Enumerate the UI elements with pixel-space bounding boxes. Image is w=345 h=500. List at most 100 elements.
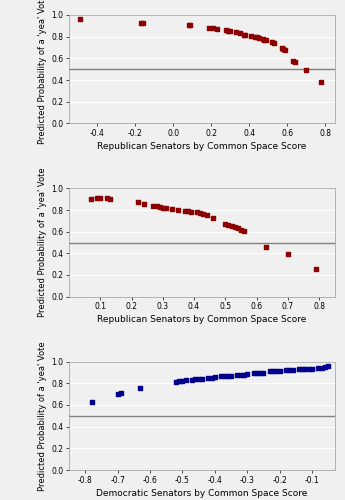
Point bbox=[287, 366, 292, 374]
Point bbox=[210, 214, 216, 222]
Point bbox=[238, 370, 244, 378]
X-axis label: Democratic Senators by Common Space Score: Democratic Senators by Common Space Scor… bbox=[96, 488, 307, 498]
Point bbox=[296, 365, 302, 373]
Point bbox=[271, 39, 277, 47]
Point bbox=[89, 398, 95, 406]
Point bbox=[201, 210, 206, 218]
Point bbox=[228, 27, 233, 35]
Point bbox=[257, 368, 263, 376]
Point bbox=[241, 226, 247, 234]
Point bbox=[135, 198, 140, 206]
Point bbox=[212, 373, 218, 381]
Point bbox=[228, 372, 234, 380]
Point bbox=[163, 204, 169, 212]
Point bbox=[141, 200, 147, 207]
Point bbox=[232, 224, 237, 232]
Point bbox=[285, 250, 290, 258]
Point bbox=[188, 208, 194, 216]
Point bbox=[118, 389, 124, 397]
Point bbox=[182, 207, 187, 215]
Point bbox=[306, 365, 312, 373]
Point bbox=[222, 372, 227, 380]
Point bbox=[173, 378, 179, 386]
Point bbox=[206, 374, 211, 382]
Point bbox=[229, 222, 234, 230]
Point bbox=[241, 30, 246, 38]
Point bbox=[260, 368, 266, 376]
Point bbox=[224, 26, 229, 34]
Point bbox=[226, 221, 231, 229]
Point bbox=[115, 390, 120, 398]
Point bbox=[186, 20, 191, 28]
Point bbox=[233, 28, 239, 36]
Point bbox=[210, 24, 216, 32]
Y-axis label: Predicted Probability of a 'yea' Vote: Predicted Probability of a 'yea' Vote bbox=[38, 168, 47, 318]
X-axis label: Republican Senators by Common Space Score: Republican Senators by Common Space Scor… bbox=[97, 142, 306, 151]
Point bbox=[303, 365, 308, 373]
Point bbox=[279, 44, 284, 52]
Point bbox=[196, 375, 201, 383]
Point bbox=[95, 194, 100, 202]
Point bbox=[226, 27, 231, 35]
Point bbox=[263, 243, 269, 251]
Point bbox=[183, 376, 188, 384]
Point bbox=[244, 370, 250, 378]
Point bbox=[225, 372, 230, 380]
Point bbox=[319, 364, 324, 372]
Point bbox=[185, 207, 190, 215]
Point bbox=[154, 202, 159, 209]
Point bbox=[290, 56, 296, 64]
Point bbox=[243, 30, 248, 38]
Point bbox=[238, 226, 244, 234]
Point bbox=[270, 368, 276, 376]
Point bbox=[304, 66, 309, 74]
Point bbox=[189, 376, 195, 384]
Point bbox=[252, 32, 258, 40]
Point bbox=[138, 18, 144, 26]
Point bbox=[88, 195, 93, 203]
Point bbox=[78, 16, 83, 24]
Point bbox=[104, 194, 109, 202]
Point bbox=[241, 370, 247, 378]
Point bbox=[262, 36, 267, 44]
Point bbox=[319, 78, 324, 86]
Point bbox=[176, 377, 182, 385]
Point bbox=[98, 194, 103, 202]
Point bbox=[277, 368, 282, 376]
Point bbox=[322, 363, 328, 371]
Point bbox=[264, 36, 269, 44]
Point bbox=[138, 384, 143, 392]
Point bbox=[299, 365, 305, 373]
Point bbox=[309, 365, 315, 373]
Point bbox=[218, 372, 224, 380]
Y-axis label: Predicted Probability of a 'yea' Vote: Predicted Probability of a 'yea' Vote bbox=[38, 341, 47, 490]
Point bbox=[197, 209, 203, 217]
Point bbox=[283, 46, 288, 54]
Point bbox=[283, 366, 289, 374]
Point bbox=[176, 206, 181, 214]
Point bbox=[157, 203, 162, 211]
Point bbox=[188, 20, 193, 28]
Point bbox=[237, 30, 243, 38]
Point bbox=[235, 370, 240, 378]
Point bbox=[107, 195, 112, 203]
Point bbox=[209, 374, 214, 382]
Point bbox=[193, 375, 198, 383]
Point bbox=[160, 204, 166, 212]
Point bbox=[199, 375, 205, 383]
Point bbox=[248, 32, 254, 40]
X-axis label: Republican Senators by Common Space Score: Republican Senators by Common Space Scor… bbox=[97, 316, 306, 324]
Y-axis label: Predicted Probability of a 'yea' Vote: Predicted Probability of a 'yea' Vote bbox=[38, 0, 47, 144]
Point bbox=[281, 44, 286, 52]
Point bbox=[180, 377, 185, 385]
Point bbox=[325, 362, 331, 370]
Point bbox=[254, 32, 260, 40]
Point bbox=[256, 34, 262, 42]
Point bbox=[269, 38, 275, 46]
Point bbox=[207, 24, 212, 32]
Point bbox=[169, 205, 175, 213]
Point bbox=[274, 368, 279, 376]
Point bbox=[151, 202, 156, 209]
Point bbox=[235, 224, 240, 232]
Point bbox=[260, 35, 265, 43]
